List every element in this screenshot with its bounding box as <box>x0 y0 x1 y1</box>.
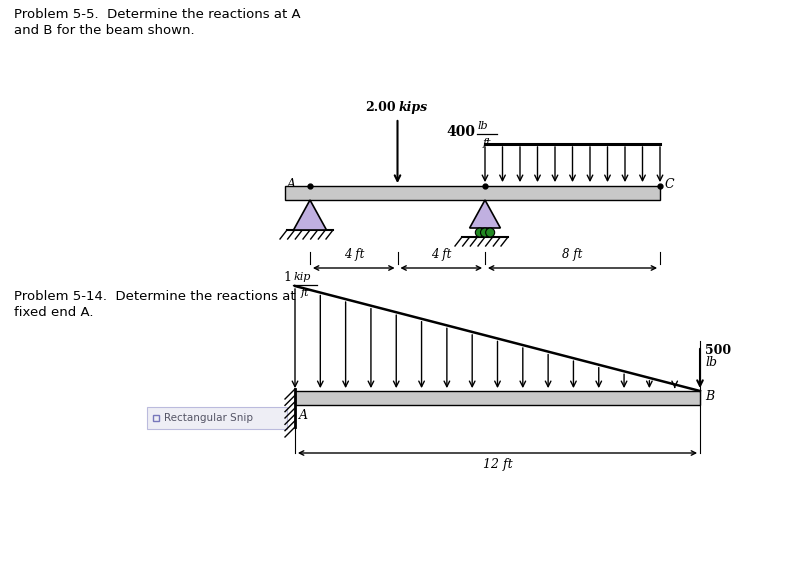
Text: A: A <box>299 409 308 422</box>
Text: 12 ft: 12 ft <box>483 458 513 471</box>
Bar <box>285 186 660 200</box>
Text: Problem 5-5.  Determine the reactions at A: Problem 5-5. Determine the reactions at … <box>14 8 301 21</box>
Text: 400: 400 <box>446 125 475 139</box>
Text: lb: lb <box>478 121 488 131</box>
Text: ft: ft <box>301 288 309 298</box>
Text: 4 ft: 4 ft <box>344 248 364 261</box>
Text: B: B <box>486 190 496 203</box>
Text: kips: kips <box>398 101 427 114</box>
Text: 1: 1 <box>283 271 291 284</box>
Bar <box>295 391 700 405</box>
Text: Rectangular Snip: Rectangular Snip <box>164 413 253 423</box>
Text: 2.00: 2.00 <box>365 101 396 114</box>
Text: and B for the beam shown.: and B for the beam shown. <box>14 24 195 37</box>
Text: C: C <box>665 179 675 191</box>
Text: B: B <box>705 391 714 404</box>
Polygon shape <box>294 200 327 230</box>
Text: 500: 500 <box>705 344 732 358</box>
Circle shape <box>480 228 490 237</box>
Circle shape <box>486 228 495 237</box>
Text: lb: lb <box>705 355 717 369</box>
Polygon shape <box>470 200 500 228</box>
Circle shape <box>475 228 484 237</box>
Text: 4 ft: 4 ft <box>431 248 452 261</box>
Text: A: A <box>287 179 296 191</box>
Text: Problem 5-14.  Determine the reactions at: Problem 5-14. Determine the reactions at <box>14 290 296 303</box>
Text: kip: kip <box>294 272 311 282</box>
Text: 8 ft: 8 ft <box>562 248 582 261</box>
FancyBboxPatch shape <box>147 407 287 429</box>
Text: ft: ft <box>483 138 491 148</box>
Text: fixed end A.: fixed end A. <box>14 306 93 319</box>
